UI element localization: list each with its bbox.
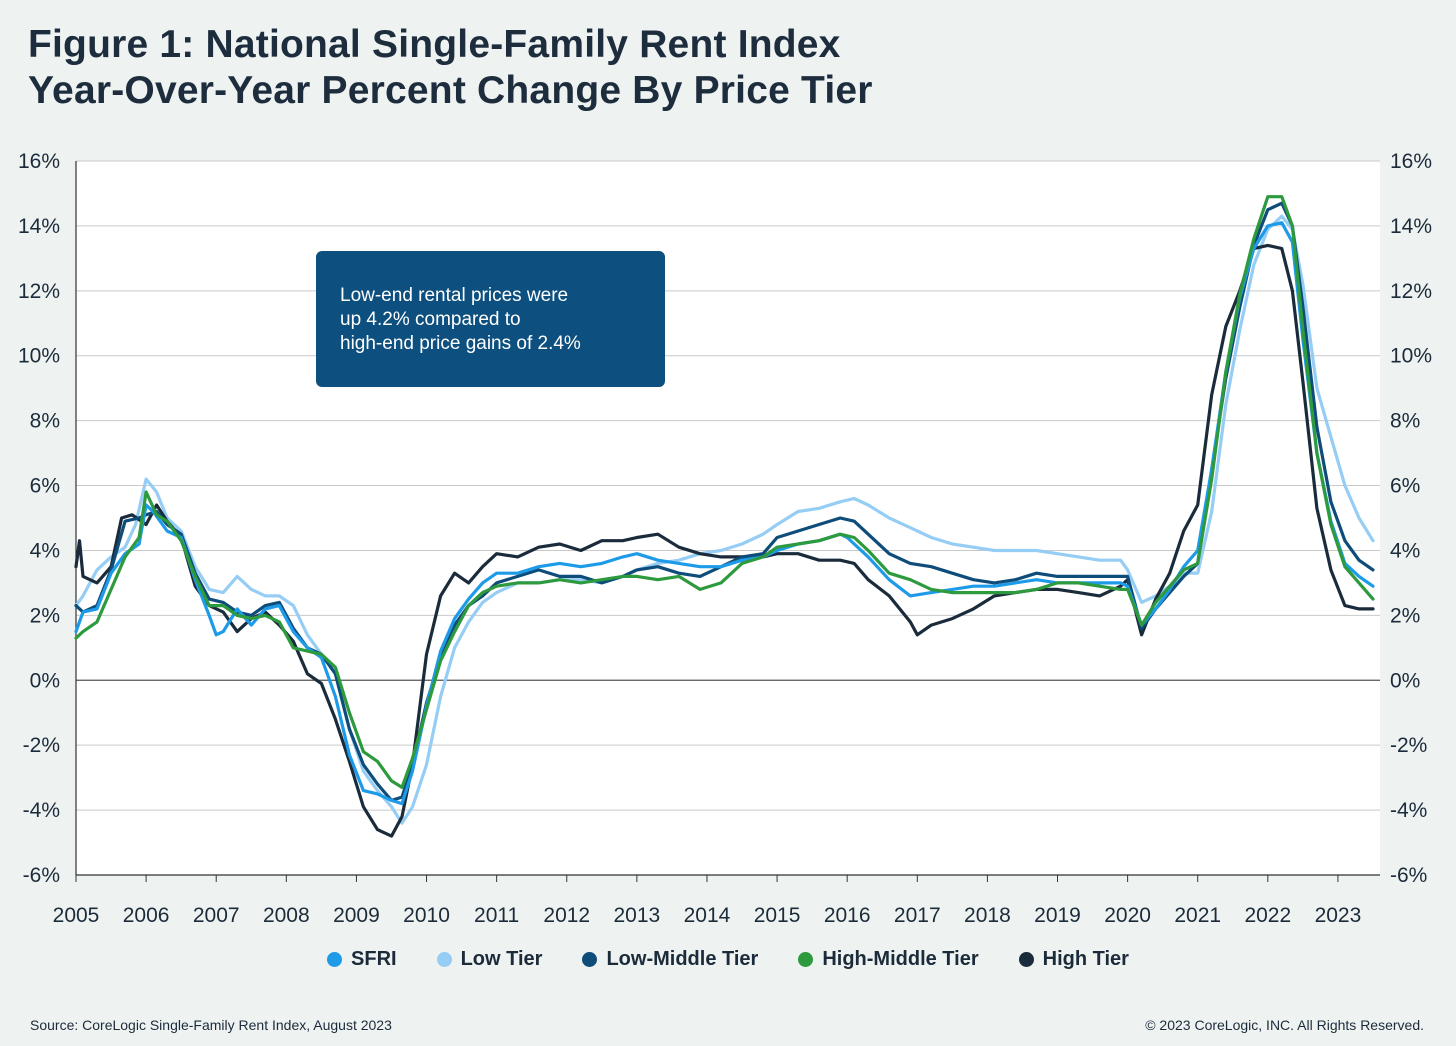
- y-tick-label-right: 10%: [1390, 345, 1432, 368]
- y-tick-label-left: 10%: [18, 345, 60, 368]
- x-tick-label: 2009: [333, 904, 380, 927]
- y-tick-label-left: 14%: [18, 215, 60, 238]
- y-tick-label-left: -2%: [23, 734, 60, 757]
- y-tick-label-left: 6%: [30, 475, 60, 498]
- x-tick-label: 2016: [824, 904, 871, 927]
- callout-line-3: high-end price gains of 2.4%: [340, 333, 581, 354]
- title-line-2: Year-Over-Year Percent Change By Price T…: [28, 69, 873, 112]
- x-tick-label: 2019: [1034, 904, 1081, 927]
- legend-label: Low-Middle Tier: [606, 948, 759, 970]
- x-tick-label: 2020: [1104, 904, 1151, 927]
- copyright-note: © 2023 CoreLogic, INC. All Rights Reserv…: [1145, 1017, 1424, 1033]
- y-tick-label-right: -2%: [1390, 734, 1427, 757]
- series-lines: [74, 195, 1375, 838]
- callout-line-1: Low-end rental prices were: [340, 285, 569, 306]
- y-tick-label-right: 8%: [1390, 410, 1420, 433]
- series-line-low-middle-tier: [74, 201, 1375, 802]
- source-note: Source: CoreLogic Single-Family Rent Ind…: [30, 1017, 392, 1033]
- x-tick-label: 2017: [894, 904, 941, 927]
- y-tick-label-left: 2%: [30, 604, 60, 627]
- y-tick-label-right: -4%: [1390, 799, 1427, 822]
- x-tick-label: 2006: [123, 904, 170, 927]
- legend-item: Low-Middle Tier: [582, 948, 758, 971]
- x-tick-label: 2008: [263, 904, 310, 927]
- chart-legend: SFRI Low Tier Low-Middle Tier High-Middle T…: [0, 948, 1456, 971]
- y-tick-label-left: -6%: [23, 864, 60, 887]
- x-tick-label: 2018: [964, 904, 1011, 927]
- y-tick-label-right: 6%: [1390, 475, 1420, 498]
- y-tick-label-left: 8%: [30, 410, 60, 433]
- y-tick-label-right: 4%: [1390, 539, 1420, 562]
- x-tick-label: 2012: [543, 904, 590, 927]
- legend-label: Low Tier: [460, 948, 543, 970]
- legend-marker: [582, 952, 598, 967]
- series-line-high-middle-tier: [74, 195, 1375, 789]
- series-line-high-tier: [74, 243, 1375, 838]
- x-tick-label: 2010: [403, 904, 450, 927]
- callout-line-2: up 4.2% compared to: [340, 309, 521, 330]
- legend-item: High-Middle Tier: [798, 948, 979, 971]
- y-tick-label-left: 16%: [18, 150, 60, 173]
- y-tick-label-right: 12%: [1390, 280, 1432, 303]
- x-tick-label: 2011: [474, 904, 519, 927]
- x-tick-label: 2021: [1174, 904, 1221, 927]
- legend-item: Low Tier: [436, 948, 543, 971]
- chart-title: Figure 1: National Single-Family Rent In…: [28, 22, 873, 114]
- legend-label: High Tier: [1042, 948, 1129, 970]
- x-tick-label: 2013: [614, 904, 661, 927]
- y-tick-label-left: -4%: [23, 799, 60, 822]
- y-tick-label-right: 2%: [1390, 604, 1420, 627]
- y-tick-label-right: 16%: [1390, 150, 1432, 173]
- y-tick-label-right: -6%: [1390, 864, 1427, 887]
- legend-marker: [436, 952, 452, 967]
- x-tick-label: 2005: [53, 904, 100, 927]
- axes: 16% 16% 14% 14% 12% 12% 10% 10% 8% 8% 6% 6% 4% 4% 2% 2%…: [18, 150, 1432, 927]
- title-line-1: Figure 1: National Single-Family Rent In…: [28, 23, 841, 66]
- legend-label: SFRI: [351, 948, 397, 970]
- legend-item: High Tier: [1018, 948, 1129, 971]
- x-tick-label: 2015: [754, 904, 801, 927]
- plot-area: [76, 161, 1380, 875]
- line-chart: 16% 16% 14% 14% 12% 12% 10% 10% 8% 8% 6% 6% 4% 4% 2% 2%…: [18, 150, 1432, 927]
- legend-marker: [327, 952, 343, 967]
- y-tick-label-right: 0%: [1390, 669, 1420, 692]
- x-tick-label: 2023: [1315, 904, 1362, 927]
- legend-marker: [1018, 952, 1034, 967]
- legend-label: High-Middle Tier: [822, 948, 979, 970]
- y-tick-label-left: 4%: [30, 539, 60, 562]
- x-tick-label: 2022: [1244, 904, 1291, 927]
- y-tick-label-right: 14%: [1390, 215, 1432, 238]
- y-tick-label-left: 0%: [30, 669, 60, 692]
- x-tick-label: 2007: [193, 904, 240, 927]
- legend-marker: [798, 952, 814, 967]
- legend-item: SFRI: [327, 948, 397, 971]
- x-tick-label: 2014: [684, 904, 731, 927]
- y-tick-label-left: 12%: [18, 280, 60, 303]
- annotation-callout: Low-end rental prices were up 4.2% compa…: [316, 251, 665, 387]
